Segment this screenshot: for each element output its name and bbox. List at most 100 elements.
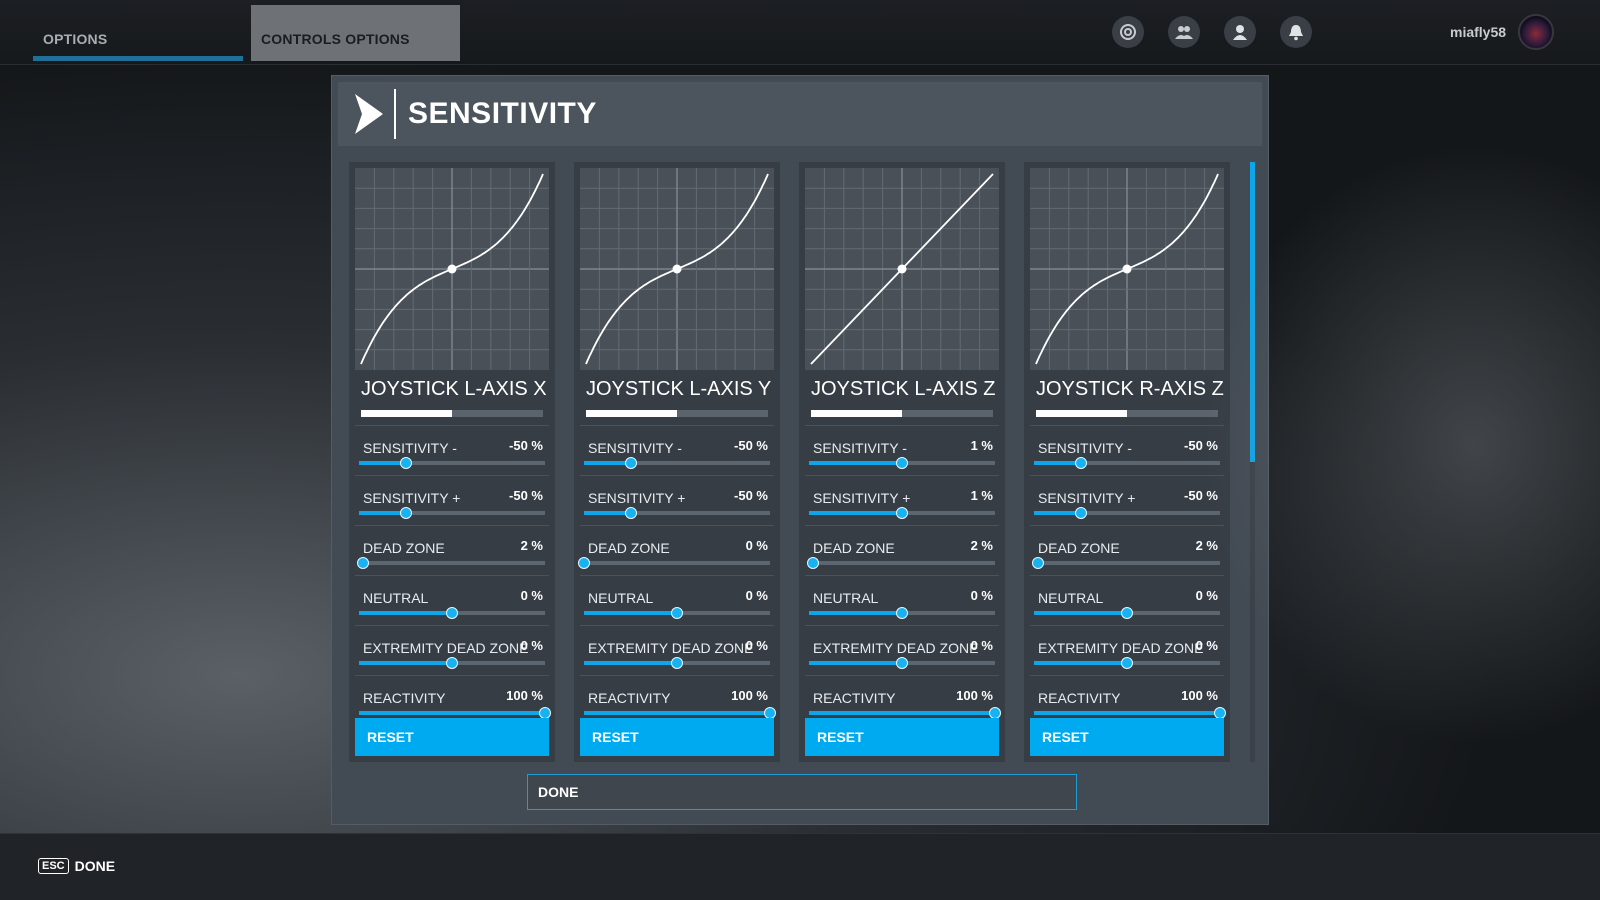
setting-label: SENSITIVITY - [1038,440,1132,456]
response-curve-svg [580,168,774,370]
setting-row: SENSITIVITY + -50 % [580,475,774,525]
sensitivity-panel: SENSITIVITY JOYSTICK L-AXIS X SENSITIVITY… [331,75,1269,825]
slider-knob[interactable] [896,457,908,469]
setting-slider[interactable] [584,607,770,619]
setting-value: 0 % [745,538,768,553]
setting-label: SENSITIVITY + [363,490,461,506]
tab-controls-options[interactable]: CONTROLS OPTIONS [251,5,460,61]
setting-row: NEUTRAL 0 % [805,575,999,625]
setting-slider[interactable] [1031,557,1220,569]
slider-knob[interactable] [399,507,412,519]
tab-options[interactable]: OPTIONS [33,5,243,61]
setting-slider[interactable] [356,557,545,569]
setting-slider[interactable] [584,657,770,669]
response-curve-graph [580,168,774,370]
axis-column: JOYSTICK L-AXIS X SENSITIVITY - -50 % SENSI… [349,162,555,762]
reset-button[interactable]: RESET [355,718,549,756]
slider-fill [359,661,452,665]
slider-knob[interactable] [1121,657,1133,669]
setting-value: 100 % [1181,688,1218,703]
slider-knob[interactable] [1121,607,1133,619]
setting-slider[interactable] [809,457,995,469]
slider-knob[interactable] [896,607,908,619]
setting-value: 2 % [520,538,543,553]
slider-knob[interactable] [671,657,683,669]
setting-label: DEAD ZONE [813,540,895,556]
slider-knob[interactable] [624,457,637,469]
slider-knob[interactable] [896,507,908,519]
axis-name: JOYSTICK L-AXIS X [361,378,547,400]
slider-knob[interactable] [356,557,369,569]
done-button[interactable]: DONE [527,774,1077,810]
reset-button[interactable]: RESET [1030,718,1224,756]
response-curve-svg [1030,168,1224,370]
setting-slider[interactable] [1034,507,1220,519]
notification-bell-icon[interactable] [1280,16,1312,48]
setting-row: REACTIVITY 100 % [580,675,776,725]
friends-icon[interactable] [1168,16,1200,48]
reset-button[interactable]: RESET [580,718,774,756]
setting-slider[interactable] [359,457,545,469]
setting-label: NEUTRAL [363,590,429,606]
slider-knob[interactable] [578,557,590,569]
setting-slider[interactable] [584,457,770,469]
slider-knob[interactable] [671,607,683,619]
setting-row: DEAD ZONE 2 % [805,525,999,575]
setting-label: EXTREMITY DEAD ZONE [588,640,754,656]
slider-fill [359,611,452,615]
slider-knob[interactable] [399,457,412,469]
avatar[interactable] [1518,14,1555,50]
setting-slider[interactable] [1034,607,1220,619]
setting-value: 0 % [520,588,543,603]
setting-row: SENSITIVITY - 1 % [805,425,999,475]
setting-slider[interactable] [1034,657,1220,669]
slider-fill [1034,611,1127,615]
slider-knob[interactable] [1074,507,1087,519]
setting-slider[interactable] [806,557,995,569]
slider-knob[interactable] [1031,557,1044,569]
slider-fill [1034,511,1081,515]
setting-row: SENSITIVITY + -50 % [1030,475,1224,525]
setting-label: NEUTRAL [813,590,879,606]
esc-done-button[interactable]: ESC DONE [38,858,115,874]
setting-slider[interactable] [809,607,995,619]
setting-slider[interactable] [359,707,551,719]
setting-slider[interactable] [809,507,995,519]
slider-knob[interactable] [896,657,908,669]
setting-slider[interactable] [359,657,545,669]
curve-center-point [672,264,682,274]
profile-icon[interactable] [1224,16,1256,48]
panel-header: SENSITIVITY [338,82,1262,146]
setting-value: 2 % [1195,538,1218,553]
setting-slider[interactable] [1034,457,1220,469]
setting-row: EXTREMITY DEAD ZONE 0 % [580,625,774,675]
setting-row: NEUTRAL 0 % [580,575,774,625]
setting-slider[interactable] [359,507,545,519]
slider-knob[interactable] [624,507,637,519]
setting-label: SENSITIVITY - [813,440,907,456]
setting-slider[interactable] [584,707,776,719]
reset-button[interactable]: RESET [805,718,999,756]
target-icon[interactable] [1112,16,1144,48]
response-curve-svg [805,168,999,370]
setting-slider[interactable] [809,657,995,669]
tab-controls-options-label: CONTROLS OPTIONS [261,31,410,47]
setting-row: SENSITIVITY + -50 % [355,475,549,525]
slider-fill [1034,711,1220,715]
scrollbar[interactable] [1250,162,1255,762]
user-profile[interactable]: miafly58 [1450,14,1555,50]
setting-slider[interactable] [359,607,545,619]
setting-row: SENSITIVITY - -50 % [580,425,774,475]
setting-slider[interactable] [809,707,1001,719]
slider-fill [359,461,406,465]
slider-knob[interactable] [446,607,458,619]
setting-slider[interactable] [578,557,770,569]
scrollbar-thumb[interactable] [1250,162,1255,462]
setting-slider[interactable] [1034,707,1226,719]
setting-slider[interactable] [584,507,770,519]
slider-knob[interactable] [806,557,819,569]
setting-label: DEAD ZONE [1038,540,1120,556]
slider-knob[interactable] [1074,457,1087,469]
setting-row: SENSITIVITY + 1 % [805,475,999,525]
slider-knob[interactable] [446,657,458,669]
